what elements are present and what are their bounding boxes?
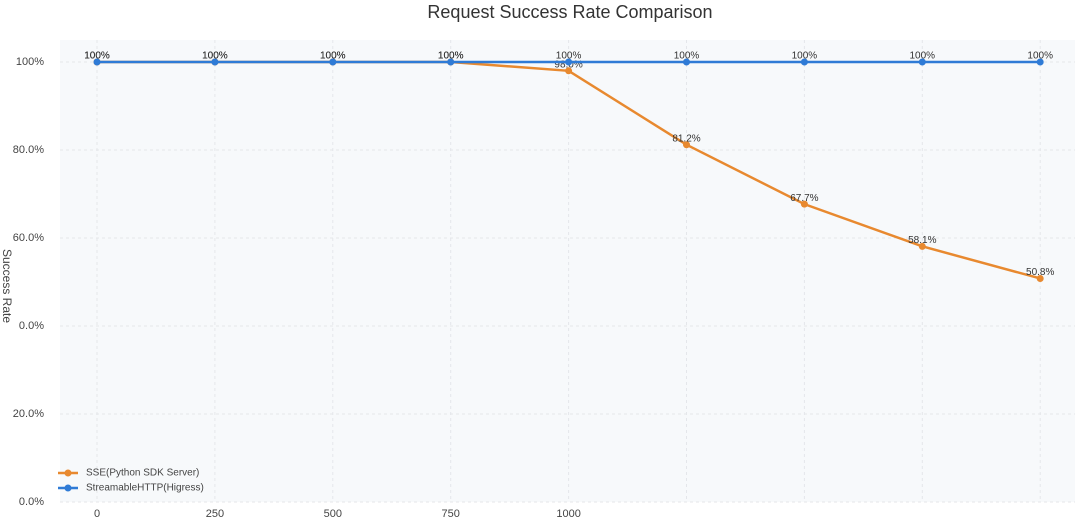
- legend-label: StreamableHTTP(Higress): [86, 483, 204, 494]
- data-label: 100%: [1027, 51, 1053, 62]
- data-point: [1036, 274, 1044, 282]
- data-point: [329, 58, 337, 66]
- data-point: [683, 141, 690, 149]
- data-label: 100%: [202, 51, 228, 62]
- data-point: [211, 58, 219, 66]
- x-tick-label: 250: [206, 508, 224, 520]
- data-point: [93, 58, 101, 66]
- data-label: 100%: [792, 51, 818, 62]
- data-point: [800, 200, 808, 208]
- y-tick-label: 100%: [16, 56, 44, 68]
- y-tick-label: 0.0%: [19, 496, 44, 508]
- data-label: 67.7%: [790, 193, 818, 204]
- plot-background: [60, 40, 1075, 502]
- data-label: 58.1%: [908, 235, 936, 246]
- data-point: [683, 58, 690, 66]
- data-label: 100%: [438, 51, 464, 62]
- data-label: 100%: [910, 51, 936, 62]
- data-point: [447, 58, 455, 66]
- data-point: [800, 58, 808, 66]
- data-label: 100%: [320, 51, 346, 62]
- y-tick-label: 60.0%: [13, 232, 44, 244]
- data-label: 100%: [438, 51, 464, 62]
- data-label: 100%: [674, 51, 700, 62]
- y-axis-label: Success Rate: [0, 249, 14, 323]
- data-label: 50.8%: [1026, 267, 1054, 278]
- y-tick-label: 80.0%: [13, 144, 44, 156]
- legend-label: SSE(Python SDK Server): [86, 468, 199, 479]
- data-point: [918, 58, 926, 66]
- x-tick-label: 0: [94, 508, 100, 520]
- data-label: 100%: [320, 51, 346, 62]
- data-label: 100%: [202, 51, 228, 62]
- data-point: [918, 242, 926, 250]
- x-tick-label: 1000: [556, 508, 580, 520]
- data-label: 100%: [84, 51, 110, 62]
- legend-marker: [64, 484, 72, 492]
- data-label: 100%: [556, 51, 582, 62]
- legend-marker: [64, 469, 72, 477]
- data-point: [565, 67, 573, 75]
- data-point: [1036, 58, 1044, 66]
- y-tick-label: 20.0%: [13, 408, 44, 420]
- chart-title: Request Success Rate Comparison: [427, 2, 712, 22]
- data-point: [565, 58, 573, 66]
- y-tick-label: 0.0%: [19, 320, 44, 332]
- data-label: 100%: [84, 51, 110, 62]
- x-tick-label: 750: [442, 508, 460, 520]
- data-label: 81.2%: [672, 133, 700, 144]
- x-tick-label: 500: [324, 508, 342, 520]
